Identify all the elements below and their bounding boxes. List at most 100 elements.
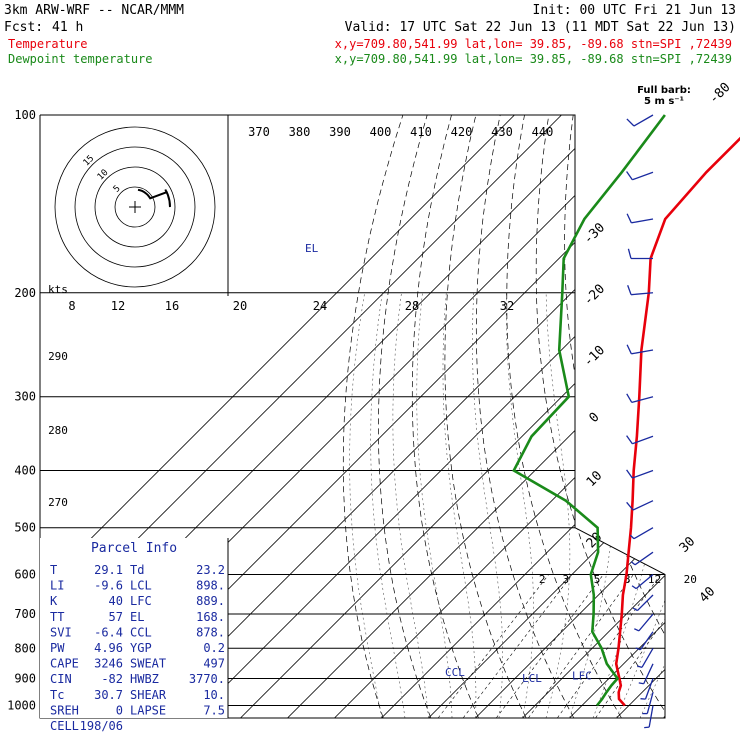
sounding-series: EL CCL LCL LFC — [305, 114, 740, 707]
parcel-param-value: -6.4 — [94, 625, 123, 639]
wind-barb — [632, 469, 654, 479]
isotherm-line — [710, 115, 740, 718]
parcel-param-name: LAPSE — [130, 703, 166, 717]
parcel-param-value: 168. — [196, 610, 225, 624]
moist-adiabat — [592, 292, 665, 718]
wind-barb — [632, 171, 654, 181]
wind-barb — [639, 631, 654, 651]
pressure-label: 600 — [14, 567, 36, 581]
parcel-param-value: 4.96 — [94, 641, 123, 655]
wind-barb — [631, 349, 654, 355]
mixing-ratio-line — [462, 574, 573, 718]
dry-adiabat — [695, 115, 740, 718]
parcel-param-value: 878. — [196, 625, 225, 639]
moist-adiabat — [505, 292, 534, 718]
parcel-param-value: 40 — [109, 594, 123, 608]
wind-barb-flag — [626, 118, 635, 127]
isotherm-line — [240, 115, 665, 718]
theta-label: 420 — [451, 125, 473, 139]
wind-barb-flag — [631, 585, 637, 590]
moist-adiabat — [545, 292, 571, 718]
wind-barb — [635, 573, 654, 590]
mixing-ratio-line — [496, 574, 604, 718]
parcel-param-value: -82 — [101, 672, 123, 686]
forecast-hour: 41 h — [52, 20, 83, 35]
moist-adiabat — [416, 292, 453, 718]
parcel-param-value: 57 — [109, 610, 123, 624]
theta-label: 440 — [532, 125, 554, 139]
dry-adiabat — [670, 115, 740, 718]
temperature-line — [614, 136, 740, 707]
theta-label: 380 — [289, 125, 311, 139]
wind-barb — [633, 527, 654, 540]
dry-adiabat — [475, 115, 575, 718]
parcel-param-value: 29.1 — [94, 563, 123, 577]
parcel-param-name: CIN — [50, 672, 72, 686]
parcel-param-value: 3246 — [94, 657, 123, 671]
valid-time: Valid: 17 UTC Sat 22 Jun 13 (11 MDT Sat … — [345, 20, 736, 35]
dry-adiabat — [506, 115, 622, 718]
wind-barb-flag — [638, 682, 644, 685]
wind-barb — [643, 663, 654, 685]
parcel-param-name: LFC — [130, 594, 152, 608]
dry-adiabat — [378, 115, 432, 718]
isotherm-label: -10 — [581, 343, 608, 370]
isotherm-line — [428, 115, 665, 718]
model-title: 3km ARW-WRF -- NCAR/MMM — [4, 3, 184, 18]
wind-barb — [634, 551, 654, 566]
wind-speed-scale-label: 24 — [313, 299, 327, 313]
hodograph-ring — [94, 166, 176, 248]
parcel-param-name: SREH — [50, 703, 79, 717]
legend-temperature-info: x,y=709.80,541.99 lat,lon= 39.85, -89.68… — [335, 37, 732, 51]
wind-barb-flag — [626, 344, 632, 355]
level-annotation: CCL — [445, 666, 465, 679]
mixing-ratio-label: 20 — [684, 573, 697, 586]
isotherm-label: 0 — [586, 410, 602, 426]
parcel-param-name: SWEAT — [130, 657, 166, 671]
parcel-param-name: CAPE — [50, 657, 79, 671]
level-annotation: LCL — [522, 672, 542, 685]
wind-barb — [631, 396, 654, 404]
parcel-param-name: CCL — [130, 625, 152, 639]
parcel-param-name: Td — [130, 563, 144, 577]
wind-barb — [632, 500, 654, 511]
wind-barb — [644, 678, 654, 700]
isotherm-label: 10 — [584, 468, 606, 490]
wind-barb-flag — [626, 213, 632, 224]
legend-dewpoint-info: x,y=709.80,541.99 lat,lon= 39.85, -89.68… — [335, 52, 732, 66]
parcel-param-value: -9.6 — [94, 579, 123, 593]
wind-barb-flag — [629, 534, 635, 540]
parcel-param-name: PW — [50, 641, 65, 655]
isotherm-line — [475, 115, 665, 718]
parcel-info-panel: Parcel Info T 29.1 Td 23.2 LI -9.6 LCL 898. K 40 LF… — [40, 538, 229, 733]
pressure-label: 700 — [14, 607, 36, 621]
forecast-label: Fcst: — [4, 20, 43, 35]
parcel-param-name: LCL — [130, 579, 152, 593]
hodograph-ring-label: 15 — [82, 154, 97, 169]
isotherm-line — [193, 115, 665, 718]
dry-adiabat — [444, 115, 527, 718]
hodograph-trace — [137, 188, 171, 208]
wind-barb — [648, 705, 654, 728]
wind-barb — [641, 647, 654, 668]
theta-label: 370 — [248, 125, 270, 139]
theta-label: 390 — [329, 125, 351, 139]
parcel-param-name: LI — [50, 579, 64, 593]
wind-speed-scale-label: 12 — [111, 299, 125, 313]
isotherm-line — [146, 115, 665, 718]
wind-barb-flag — [635, 647, 641, 651]
parcel-param-value: 10. — [203, 688, 225, 702]
parcel-param-value: 497 — [203, 657, 225, 671]
theta-label: 430 — [491, 125, 513, 139]
mixing-ratio-label: 3 — [562, 573, 569, 586]
isotherm-line — [663, 115, 665, 718]
hodograph-ring — [54, 126, 216, 288]
barb-legend-value: 5 m s⁻¹ — [644, 96, 684, 107]
hodograph-ring — [74, 146, 196, 268]
moist-adiabat — [639, 292, 665, 718]
dry-adiabat-label: 290 — [48, 350, 68, 363]
moist-adiabat — [442, 292, 477, 718]
mixing-ratio-label: 5 — [594, 573, 601, 586]
wind-barb-flag — [626, 435, 633, 445]
mixing-ratio-label: 2 — [539, 573, 546, 586]
